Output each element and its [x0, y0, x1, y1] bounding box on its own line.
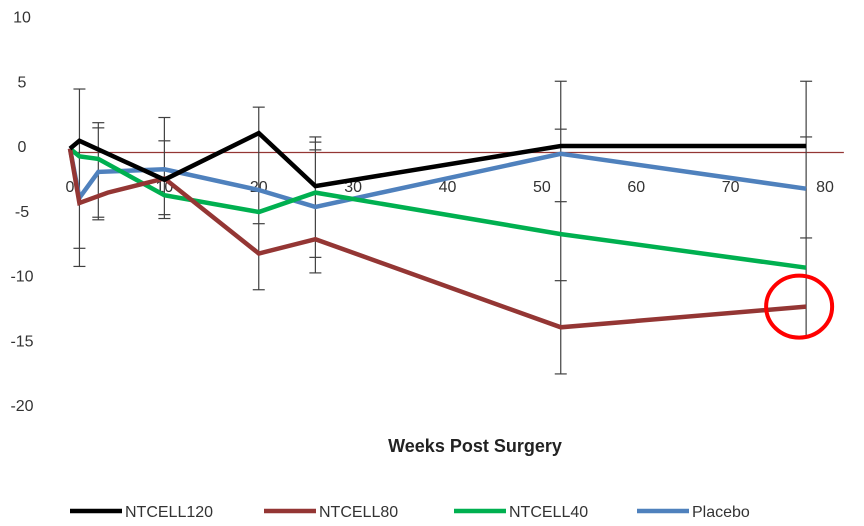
y-tick-label: -5	[15, 204, 29, 221]
series-lines	[67, 130, 807, 330]
x-axis-title: Weeks Post Surgery	[388, 436, 562, 456]
series-line-placebo	[67, 148, 807, 210]
x-tick-label: 70	[722, 179, 740, 196]
legend-label: NTCELL40	[509, 504, 588, 521]
annotation-group	[764, 273, 835, 340]
series-line-ntcell120	[68, 130, 807, 189]
series-line-ntcell80	[67, 148, 807, 330]
x-tick-label: 60	[627, 179, 645, 196]
legend-label: NTCELL80	[319, 504, 398, 521]
legend-label: Placebo	[692, 504, 750, 521]
x-tick-label: 80	[816, 179, 834, 196]
legend: NTCELL120 NTCELL80 NTCELL40 Placebo	[70, 504, 750, 521]
y-tick-label: 10	[13, 10, 31, 27]
x-tick-label: 50	[533, 179, 551, 196]
y-tick-label: -10	[10, 269, 33, 286]
series-line-ntcell40	[68, 146, 807, 270]
error-bars	[73, 80, 813, 375]
x-tick-label: 40	[439, 179, 457, 196]
y-tick-label: 5	[18, 74, 27, 91]
x-tick-label: 30	[344, 179, 362, 196]
y-tick-label: -20	[10, 398, 33, 415]
legend-label: NTCELL120	[125, 504, 213, 521]
x-tick-label: 0	[66, 179, 75, 196]
y-tick-label: -15	[10, 333, 33, 350]
highlight-circle	[764, 273, 835, 340]
y-tick-label: 0	[18, 139, 27, 156]
y-axis-tick-labels: 10 5 0 -5 -10 -15 -20	[10, 10, 33, 416]
